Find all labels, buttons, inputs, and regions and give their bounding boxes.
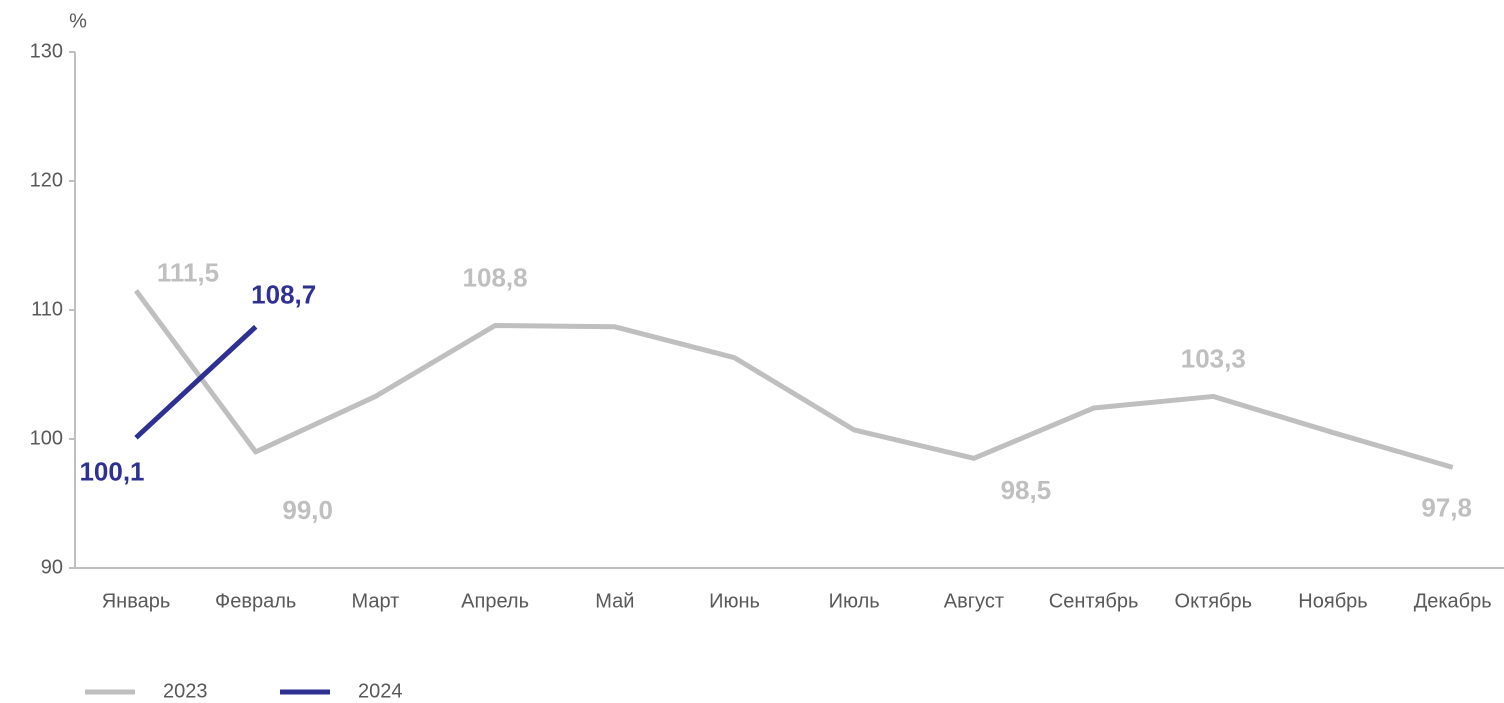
series-line (134, 324, 258, 440)
legend-label: 2024 (358, 680, 403, 702)
x-tick-label: Апрель (461, 590, 529, 612)
data-label: 103,3 (1181, 343, 1246, 373)
x-tick-label: Декабрь (1414, 590, 1492, 612)
data-label: 97,8 (1421, 492, 1472, 522)
x-tick-label: Август (944, 590, 1004, 612)
data-label: 100,1 (79, 457, 144, 487)
y-tick-label: 110 (31, 298, 63, 320)
data-label: 108,7 (251, 280, 316, 310)
legend-label: 2023 (163, 680, 208, 702)
x-tick-label: Сентябрь (1049, 590, 1139, 612)
y-tick-label: 90 (41, 556, 63, 578)
x-tick-label: Ноябрь (1298, 590, 1367, 612)
y-tick-label: 100 (30, 427, 63, 449)
y-unit: % (69, 10, 87, 32)
series-line (133, 289, 1454, 470)
x-tick-label: Февраль (215, 590, 296, 612)
data-label: 98,5 (1001, 475, 1052, 505)
data-label: 111,5 (157, 258, 219, 288)
x-tick-label: Январь (102, 590, 171, 612)
x-tick-label: Июнь (709, 590, 760, 612)
y-tick-label: 120 (30, 169, 63, 191)
x-tick-label: Март (351, 590, 399, 612)
y-tick-label: 130 (30, 40, 63, 62)
x-tick-label: Октябрь (1175, 590, 1253, 612)
x-tick-label: Май (595, 590, 634, 612)
x-tick-label: Июль (829, 590, 880, 612)
data-label: 108,8 (463, 262, 528, 292)
data-label: 99,0 (282, 495, 333, 525)
